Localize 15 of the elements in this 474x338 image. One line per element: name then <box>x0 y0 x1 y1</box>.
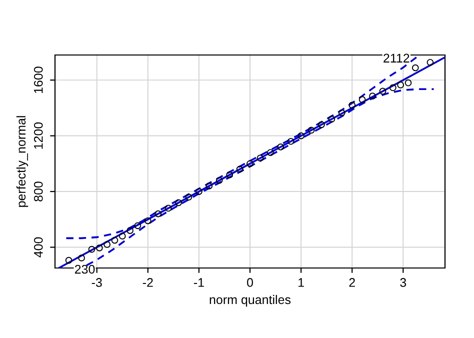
x-axis-title: norm quantiles <box>210 294 291 307</box>
x-tick-label: 3 <box>400 278 406 287</box>
x-tick-label: -3 <box>92 278 102 287</box>
x-tick-label: 0 <box>247 278 253 287</box>
annotation: 230 <box>74 264 95 274</box>
x-tick-label: 2 <box>349 278 355 287</box>
y-tick-label: 1200 <box>34 122 43 149</box>
x-tick-label: 1 <box>298 278 304 287</box>
y-axis-title: perfectly_normal <box>16 116 28 207</box>
x-tick-label: -2 <box>142 278 153 287</box>
x-tick-label: -1 <box>194 278 204 287</box>
y-tick-label: 1600 <box>34 66 43 94</box>
y-tick-label: 400 <box>34 237 43 258</box>
y-tick-label: 800 <box>34 182 43 202</box>
annotation: 2112 <box>384 54 410 62</box>
